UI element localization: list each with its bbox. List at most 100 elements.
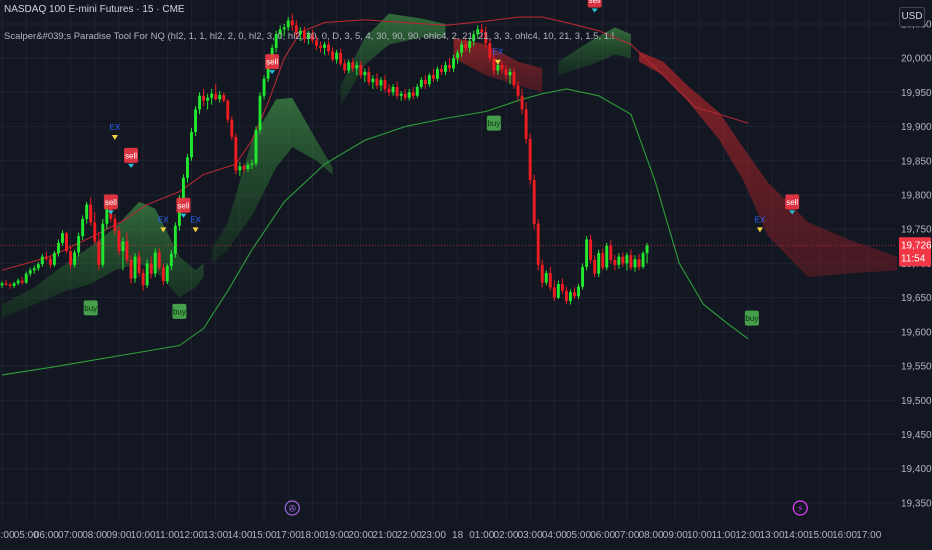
candle — [286, 17, 290, 31]
time-tick-label: 10:00 — [687, 530, 712, 541]
candle-body — [528, 138, 532, 180]
candle-body — [488, 43, 492, 59]
candle-body — [645, 245, 649, 254]
candle-body — [556, 283, 560, 298]
indicator-legend[interactable]: Scalper&#039;s Paradise Tool For NQ (hl2… — [4, 31, 614, 42]
candle — [351, 58, 355, 72]
time-tick-label: 20:00 — [348, 530, 373, 541]
candle-body — [617, 256, 621, 265]
time-tick-label: 15:00 — [808, 530, 833, 541]
sell-label: sell — [589, 0, 601, 5]
candle — [12, 281, 16, 289]
candle-body — [210, 93, 214, 98]
time-tick-label: 05:00 — [566, 530, 591, 541]
candle — [423, 75, 427, 89]
candle — [315, 36, 318, 50]
candle — [57, 239, 60, 257]
candle — [391, 84, 395, 96]
candle — [605, 242, 609, 271]
candle — [395, 81, 399, 100]
candle-body — [621, 256, 625, 264]
candle-body — [117, 230, 121, 252]
candle — [512, 68, 516, 89]
candle — [310, 29, 314, 44]
candle — [298, 27, 302, 42]
candle — [448, 58, 451, 72]
candle — [101, 218, 105, 268]
candle — [431, 68, 435, 83]
candle-body — [8, 284, 12, 286]
price-tick-label: 19,550.00 — [901, 362, 932, 373]
signal-sell: sell — [785, 194, 800, 215]
candle — [319, 41, 322, 53]
candle-body — [468, 41, 472, 48]
candle — [516, 81, 520, 101]
candle-body — [125, 241, 129, 260]
candle — [24, 271, 28, 284]
candle-body — [57, 242, 60, 254]
candle-body — [214, 93, 218, 100]
time-tick-label: 06:00 — [590, 530, 615, 541]
candle-body — [65, 233, 68, 252]
candle-body — [371, 78, 375, 83]
candle — [564, 286, 568, 305]
candle-body — [613, 260, 617, 265]
signal-buy: buy — [172, 303, 187, 319]
signals: buy buybuybuysellsellsellsellsellsellEXEX… — [83, 0, 800, 326]
candle — [472, 30, 476, 46]
candle-body — [20, 280, 24, 283]
exit-marker — [111, 135, 118, 140]
candle — [399, 91, 403, 101]
candle — [540, 260, 544, 288]
candle — [609, 240, 613, 264]
candle — [44, 251, 48, 261]
candle — [528, 133, 532, 185]
time-axis[interactable]: 04:0005:0006:0007:0008:0009:0010:0011:00… — [0, 530, 882, 541]
candle-body — [206, 97, 210, 101]
candle — [149, 256, 153, 279]
price-tick-label: 19,800.00 — [901, 191, 932, 202]
buy-label: buy — [487, 119, 500, 128]
candle-body — [258, 95, 262, 130]
exit-marker — [494, 59, 501, 65]
exit-marker — [192, 227, 199, 233]
candle-body — [40, 256, 44, 265]
candle — [407, 88, 411, 101]
candle — [181, 174, 185, 202]
signal-sell: sell — [124, 147, 139, 168]
candle-body — [145, 263, 149, 286]
time-tick-label: 08:00 — [82, 530, 107, 541]
candle — [335, 49, 339, 64]
price-axis[interactable]: 20,050.0020,000.0019,950.0019,900.0019,8… — [899, 19, 932, 509]
candle — [234, 133, 238, 175]
candle-body — [226, 100, 230, 120]
dividend-icon-glyph: ✇ — [289, 505, 297, 515]
candle-body — [153, 252, 157, 274]
price-badge-value: 19,726.50 — [901, 240, 932, 251]
candle-body — [351, 62, 355, 69]
cloud-green — [558, 27, 631, 76]
candle — [581, 263, 585, 290]
candle-body — [238, 166, 242, 171]
candle-body — [601, 253, 605, 268]
candle-body — [286, 20, 290, 28]
candle-body — [85, 204, 89, 219]
candle — [306, 30, 310, 45]
candle-body — [294, 25, 298, 35]
candle — [597, 249, 601, 278]
dividend-icon-ring — [284, 500, 300, 516]
candle-body — [274, 34, 278, 48]
currency-button[interactable]: USD — [899, 7, 925, 27]
candle — [222, 92, 226, 103]
price-tick-label: 19,350.00 — [901, 498, 932, 509]
candle-body — [419, 80, 423, 87]
signal-exit: EX — [755, 215, 766, 233]
candle — [440, 65, 443, 76]
candle-body — [190, 132, 193, 158]
candle — [278, 25, 282, 39]
candle — [226, 99, 230, 124]
candle-body — [246, 164, 250, 169]
candle — [456, 49, 460, 64]
candle — [415, 84, 419, 98]
